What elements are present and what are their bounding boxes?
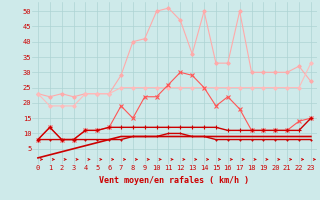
- X-axis label: Vent moyen/en rafales ( km/h ): Vent moyen/en rafales ( km/h ): [100, 176, 249, 185]
